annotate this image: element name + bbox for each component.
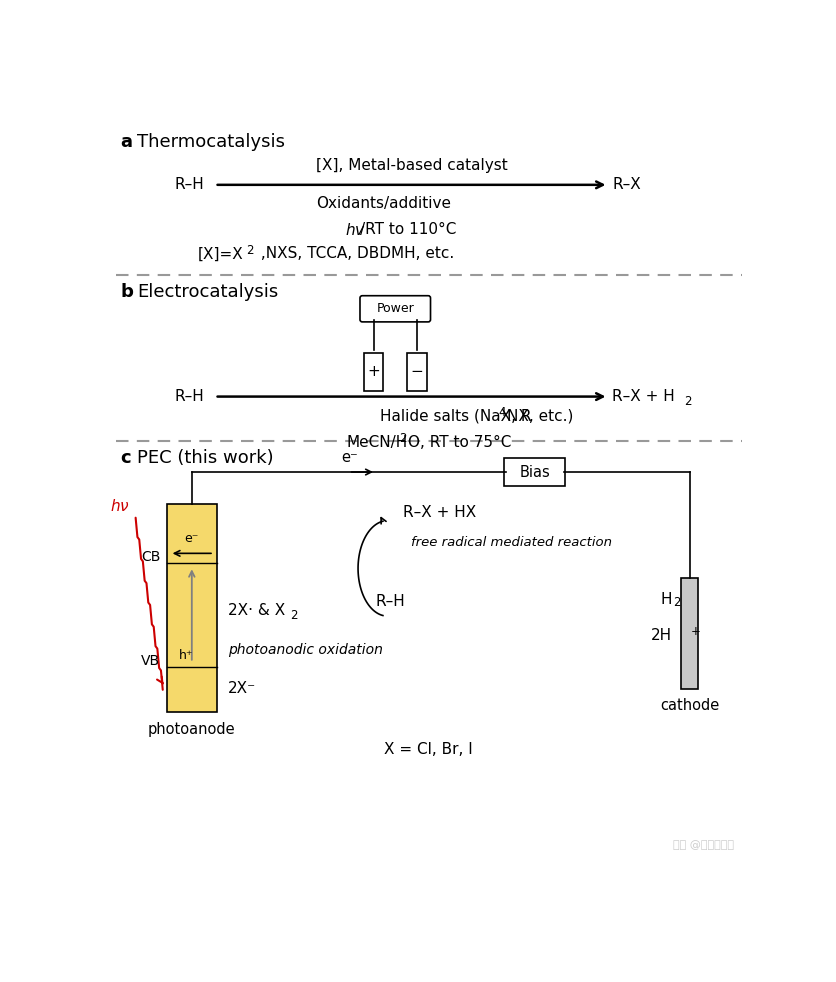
Text: Halide salts (NaX, R: Halide salts (NaX, R (380, 409, 531, 424)
Text: R–H: R–H (174, 178, 204, 192)
Text: c: c (120, 449, 130, 466)
Text: 2: 2 (399, 432, 406, 445)
Text: +: + (690, 625, 700, 638)
Text: NX, etc.): NX, etc.) (507, 409, 573, 424)
Text: PEC (this work): PEC (this work) (137, 449, 273, 466)
Text: Oxidants/additive: Oxidants/additive (316, 195, 451, 210)
Text: ,NXS, TCCA, DBDMH, etc.: ,NXS, TCCA, DBDMH, etc. (256, 246, 454, 261)
Text: e⁻: e⁻ (340, 450, 357, 465)
Text: 2: 2 (289, 609, 297, 623)
Text: [X], Metal-based catalyst: [X], Metal-based catalyst (315, 157, 507, 173)
Text: X = Cl, Br, I: X = Cl, Br, I (383, 741, 472, 757)
Text: cathode: cathode (660, 698, 718, 713)
Text: h⁺: h⁺ (178, 649, 193, 662)
Text: 2: 2 (684, 396, 691, 409)
FancyBboxPatch shape (407, 353, 426, 391)
Text: /RT to 110°C: /RT to 110°C (360, 222, 456, 237)
Text: photoanode: photoanode (148, 722, 236, 736)
FancyBboxPatch shape (359, 296, 430, 322)
Text: $hv$: $hv$ (344, 222, 365, 238)
Text: Electrocatalysis: Electrocatalysis (137, 283, 278, 300)
Text: 2: 2 (246, 245, 253, 257)
Text: Thermocatalysis: Thermocatalysis (137, 134, 285, 151)
Text: a: a (120, 134, 132, 151)
Text: O, RT to 75°C: O, RT to 75°C (407, 435, 511, 450)
Text: free radical mediated reaction: free radical mediated reaction (410, 536, 611, 550)
Text: VB: VB (141, 654, 161, 668)
Text: b: b (120, 283, 133, 300)
FancyBboxPatch shape (166, 505, 217, 712)
Text: 2X· & X: 2X· & X (227, 603, 285, 619)
Text: R–X + HX: R–X + HX (402, 505, 476, 519)
Text: 2H: 2H (650, 627, 671, 643)
Text: R–H: R–H (375, 594, 405, 609)
Text: 2: 2 (672, 596, 680, 610)
Text: 4: 4 (497, 406, 505, 418)
Text: R–H: R–H (174, 389, 204, 404)
Text: −: − (410, 364, 423, 379)
Text: H: H (660, 591, 671, 607)
Text: MeCN/H: MeCN/H (346, 435, 407, 450)
Text: [X]=X: [X]=X (197, 246, 243, 261)
Text: photoanodic oxidation: photoanodic oxidation (227, 642, 382, 657)
FancyBboxPatch shape (681, 577, 697, 689)
Text: CB: CB (141, 550, 161, 565)
Text: $h\nu$: $h\nu$ (110, 498, 130, 515)
Text: e⁻: e⁻ (185, 532, 199, 545)
Text: +: + (367, 364, 380, 379)
Text: Bias: Bias (519, 464, 549, 479)
Text: 知乎 @微鼻云平台: 知乎 @微鼻云平台 (672, 840, 733, 849)
Text: 2X⁻: 2X⁻ (227, 681, 256, 695)
Text: Power: Power (376, 302, 414, 315)
Text: R–X + H: R–X + H (611, 389, 674, 404)
Text: R–X: R–X (611, 178, 640, 192)
FancyBboxPatch shape (503, 459, 564, 486)
FancyBboxPatch shape (364, 353, 383, 391)
